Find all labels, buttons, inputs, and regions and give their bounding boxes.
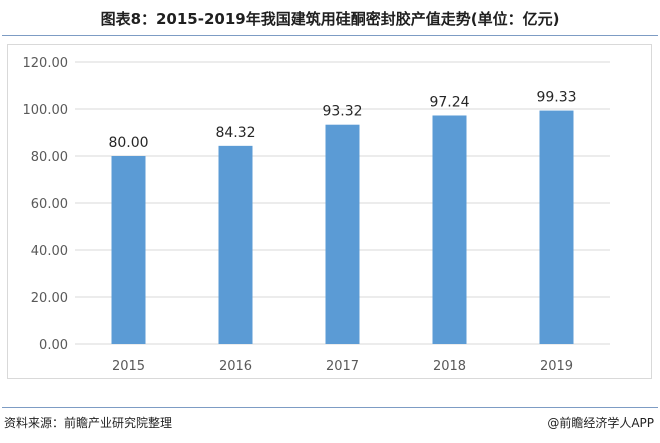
title-bar: 图表8：2015-2019年我国建筑用硅酮密封胶产值走势(单位：亿元) bbox=[0, 0, 660, 36]
y-tick-label: 100.00 bbox=[23, 103, 69, 118]
bar-2017 bbox=[325, 124, 360, 344]
x-tick-label: 2017 bbox=[326, 359, 359, 374]
title-divider bbox=[2, 35, 658, 36]
value-label: 93.32 bbox=[322, 104, 362, 120]
value-label: 99.33 bbox=[536, 90, 576, 106]
footer-divider bbox=[2, 407, 658, 408]
bars bbox=[111, 110, 574, 345]
y-tick-label: 80.00 bbox=[31, 150, 68, 165]
brand-credit: @前瞻经济学人APP bbox=[547, 416, 654, 430]
plot-frame bbox=[7, 44, 652, 379]
value-label: 80.00 bbox=[108, 135, 148, 151]
x-axis-ticks: 2015 2016 2017 2018 2019 bbox=[112, 359, 573, 374]
bar-2019 bbox=[539, 110, 574, 345]
chart-title: 图表8：2015-2019年我国建筑用硅酮密封胶产值走势(单位：亿元) bbox=[100, 10, 560, 28]
x-tick-label: 2019 bbox=[540, 359, 573, 374]
x-tick-label: 2015 bbox=[112, 359, 145, 374]
value-label: 84.32 bbox=[215, 125, 255, 141]
bar-2016 bbox=[218, 145, 253, 344]
bar-2015 bbox=[111, 156, 146, 344]
y-tick-label: 20.00 bbox=[31, 291, 68, 306]
value-label: 97.24 bbox=[429, 94, 469, 110]
y-tick-label: 60.00 bbox=[31, 197, 68, 212]
gridlines bbox=[75, 61, 610, 345]
bar-2018 bbox=[432, 115, 467, 345]
y-axis-ticks: 0.00 20.00 40.00 60.00 80.00 100.00 120.00 bbox=[23, 56, 69, 353]
data-labels: 80.00 84.32 93.32 97.24 99.33 bbox=[108, 90, 576, 151]
y-tick-label: 40.00 bbox=[31, 244, 68, 259]
source-note: 资料来源：前瞻产业研究院整理 bbox=[4, 416, 173, 430]
x-tick-label: 2016 bbox=[219, 359, 252, 374]
y-tick-label: 0.00 bbox=[39, 338, 68, 353]
x-tick-label: 2018 bbox=[433, 359, 466, 374]
y-tick-label: 120.00 bbox=[23, 56, 69, 71]
